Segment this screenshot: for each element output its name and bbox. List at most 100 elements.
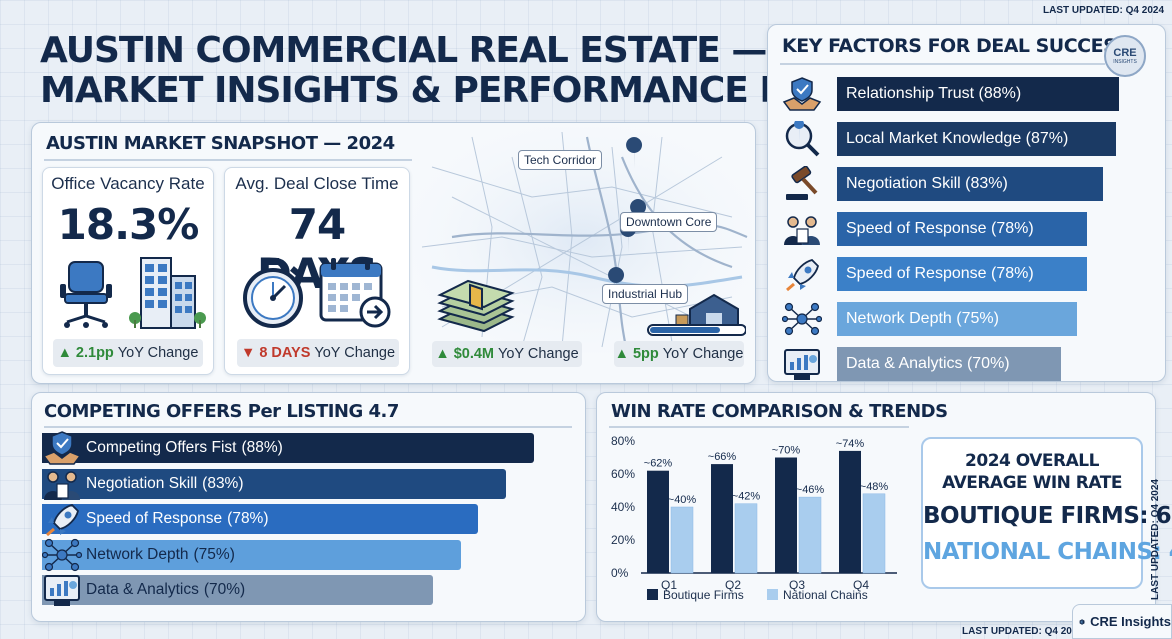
boutique-bar: [775, 457, 797, 573]
hub-change-suffix: YoY Change: [662, 346, 744, 362]
map-label-tech-corridor: Tech Corridor: [518, 150, 603, 170]
network-icon: [781, 301, 823, 337]
up-arrow-icon: ▲: [614, 346, 629, 362]
deal-close-label: Avg. Deal Close Time: [235, 174, 399, 193]
deal-close-change-pill: ▼ 8 DAYS YoY Change: [237, 339, 399, 367]
bar-data-label: ~46%: [796, 484, 825, 496]
competing-offer-percent: (78%): [227, 510, 269, 527]
bar-data-label: ~42%: [732, 491, 761, 503]
national-bar: [862, 493, 886, 574]
deal-close-card: Avg. Deal Close Time 74 DAYS: [224, 167, 410, 375]
competing-offer-bar: Speed of Response (78%): [42, 504, 478, 534]
map-pin-search-icon: [782, 119, 822, 157]
last-updated-bottom: LAST UPDATED: Q4 2024: [962, 626, 1083, 637]
snapshot-title-divider: [44, 159, 412, 161]
map-pin-icon: [626, 137, 643, 169]
analytics-dashboard-icon: [782, 346, 822, 382]
key-factor-bar: Relationship Trust (88%): [837, 77, 1119, 111]
key-factors-panel: KEY FACTORS FOR DEAL SUCCESS CRE INSIGHT…: [767, 24, 1166, 382]
vacancy-label: Office Vacancy Rate: [51, 174, 205, 193]
office-building-icon: [129, 257, 206, 329]
gavel-icon: [782, 165, 822, 202]
competing-offer-bar: Competing Offers Fist (88%): [42, 433, 534, 463]
key-factor-bar: Speed of Response (78%): [837, 212, 1087, 246]
up-arrow-icon: ▲: [435, 346, 450, 362]
y-tick-label: 0%: [611, 566, 629, 580]
key-factor-label: Speed of Response (78%): [846, 220, 1034, 237]
boutique-bar: [647, 470, 669, 573]
money-change-value: $0.4M: [453, 346, 495, 362]
deal-close-change-value: 8 DAYS: [259, 345, 311, 361]
key-factor-label: Data & Analytics (70%): [846, 355, 1010, 372]
competing-offers-panel: COMPETING OFFERS Per LISTING 4.7 Competi…: [31, 392, 586, 622]
key-factor-bar: Data & Analytics (70%): [837, 347, 1061, 381]
legend-swatch: [767, 589, 778, 600]
y-tick-label: 20%: [611, 533, 635, 547]
money-change-pill: ▲ $0.4M YoY Change: [432, 341, 582, 367]
up-arrow-icon: ▲: [57, 345, 72, 361]
national-win-rate: NATIONAL CHAINS: 44%: [923, 539, 1172, 565]
win-rate-panel: WIN RATE COMPARISON & TRENDS 80% 60% 40% 20…: [596, 392, 1172, 622]
competing-offer-percent: (75%): [193, 545, 235, 563]
y-tick-label: 40%: [611, 500, 635, 514]
bar-data-label: ~40%: [668, 494, 697, 506]
competing-offers-divider: [44, 426, 572, 428]
win-rate-divider: [609, 426, 909, 428]
map-pin-icon: [608, 267, 625, 299]
rocket-icon: [782, 256, 822, 292]
bar-data-label: ~74%: [836, 438, 865, 450]
people-document-icon: [782, 211, 822, 247]
competing-offer-label: Network Depth: [86, 545, 189, 563]
key-factors-divider: [780, 63, 1105, 65]
key-factor-bar: Network Depth (75%): [837, 302, 1077, 336]
legend-label: National Chains: [783, 588, 868, 602]
key-factor-bar: Local Market Knowledge (87%): [837, 122, 1116, 156]
x-tick-label: Q2: [725, 578, 741, 592]
competing-offer-percent: (88%): [241, 439, 283, 456]
boutique-bar: [839, 450, 861, 573]
legend-swatch: [647, 589, 658, 600]
legend-label: Boutique Firms: [663, 588, 744, 602]
vacancy-change-suffix: YoY Change: [117, 345, 199, 361]
down-arrow-icon: ▼: [240, 345, 256, 361]
key-factor-bar: Speed of Response (78%): [837, 257, 1087, 291]
handshake-shield-icon: [42, 430, 82, 466]
vacancy-value: 18.3%: [57, 200, 200, 249]
vertical-last-updated: LAST UPDATED: Q4 2024: [1150, 479, 1161, 600]
people-document-icon: [42, 466, 82, 502]
overall-title-line-1: 2024 OVERALL: [965, 451, 1099, 471]
office-chair-icon: [60, 261, 112, 328]
x-tick-label: Q3: [789, 578, 805, 592]
boutique-bar: [711, 464, 733, 573]
x-tick-label: Q4: [853, 578, 869, 592]
handshake-shield-icon: [782, 76, 822, 112]
win-rate-chart: 80% 60% 40% 20% 0% ~62% ~40% Q1 ~66% ~42% Q2 ~70% ~4…: [611, 434, 897, 602]
market-snapshot-panel: AUSTIN MARKET SNAPSHOT — 2024: [31, 122, 756, 384]
snapshot-title: AUSTIN MARKET SNAPSHOT — 2024: [46, 133, 395, 154]
hub-change-pill: ▲ 5pp YoY Change: [614, 341, 744, 367]
cre-logo-icon: [1079, 618, 1085, 625]
bar-data-label: ~66%: [708, 451, 737, 463]
x-tick-label: Q1: [661, 578, 677, 592]
competing-offer-bar: Negotiation Skill (83%): [42, 468, 506, 499]
boutique-win-rate: BOUTIQUE FIRMS: 68%: [923, 503, 1172, 529]
key-factor-label: Network Depth (75%): [846, 310, 999, 327]
competing-offer-label: Competing Offers Fist: [86, 439, 237, 456]
money-stack-icon: [437, 279, 515, 333]
competing-offer-bar: Data & Analytics (70%): [42, 575, 433, 605]
stopwatch-icon: [243, 258, 303, 328]
national-bar: [734, 503, 758, 574]
bar-data-label: ~70%: [772, 445, 801, 457]
competing-offer-bar: Network Depth (75%): [42, 539, 461, 570]
competing-offer-label: Speed of Response: [86, 510, 223, 527]
calendar-icon: [319, 258, 391, 328]
key-factor-label: Local Market Knowledge (87%): [846, 130, 1069, 147]
win-rate-title: WIN RATE COMPARISON & TRENDS: [611, 401, 948, 422]
map-label-downtown-core: Downtown Core: [620, 212, 718, 232]
key-factor-label: Speed of Response (78%): [846, 265, 1034, 282]
analytics-dashboard-icon: [42, 572, 82, 608]
overall-win-rate-card: 2024 OVERALL AVERAGE WIN RATE BOUTIQUE F…: [921, 437, 1172, 589]
page-title-line-1: AUSTIN COMMERCIAL REAL ESTATE — 2024: [40, 30, 875, 71]
seal-subtext: INSIGHTS: [1113, 59, 1137, 65]
deal-close-change-suffix: YoY Change: [314, 345, 396, 361]
